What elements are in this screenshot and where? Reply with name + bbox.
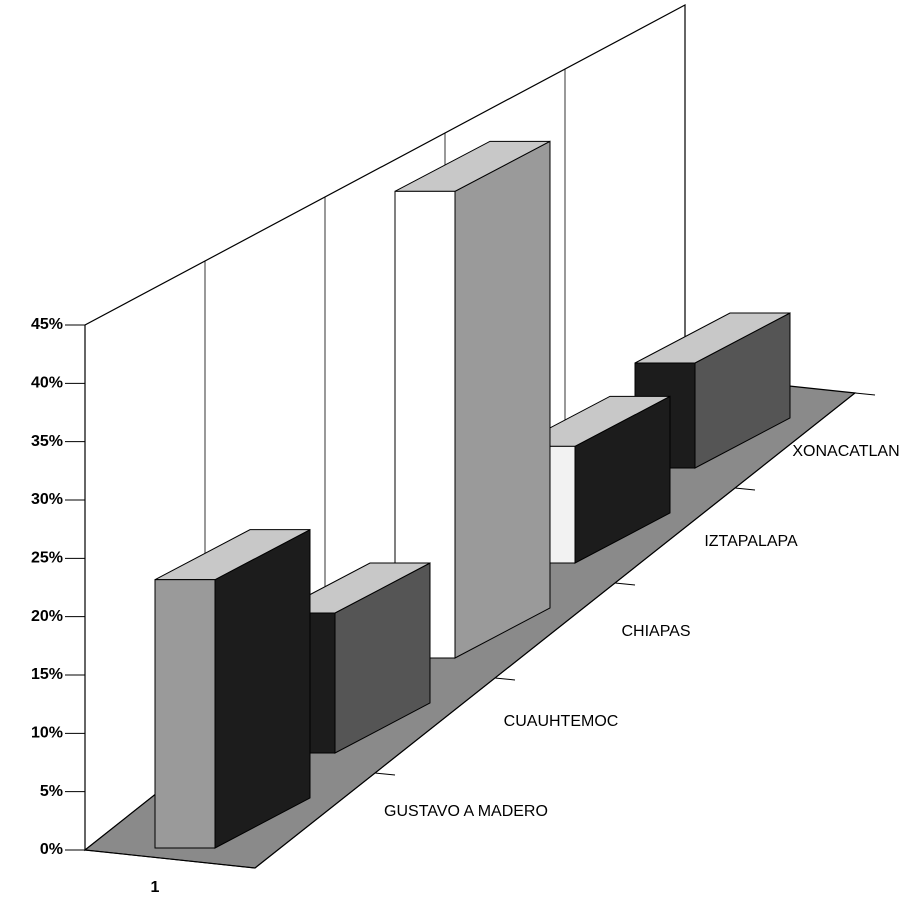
category-label: CHIAPAS	[621, 623, 690, 640]
x-tick-label: 1	[151, 879, 160, 896]
category-label: GUSTAVO A MADERO	[384, 803, 548, 820]
y-tick-label: 5%	[40, 783, 63, 800]
category-label: XONACATLAN	[792, 443, 899, 460]
y-tick-label: 35%	[31, 433, 63, 450]
y-tick-label: 10%	[31, 725, 63, 742]
y-tick-label: 15%	[31, 666, 63, 683]
y-tick-label: 0%	[40, 841, 63, 858]
depth-tick	[854, 392, 876, 396]
y-tick-label: 45%	[31, 316, 63, 333]
depth-tick	[494, 677, 516, 681]
bar-side	[454, 140, 551, 659]
y-tick-label: 40%	[31, 375, 63, 392]
depth-tick	[614, 582, 636, 586]
x-axis	[84, 849, 256, 869]
y-tick-label: 30%	[31, 491, 63, 508]
category-label: CUAUHTEMOC	[504, 713, 619, 730]
y-tick-label: 20%	[31, 608, 63, 625]
depth-axis	[254, 392, 856, 869]
bar-side	[214, 528, 311, 849]
category-label: IZTAPALAPA	[704, 533, 798, 550]
depth-tick	[374, 772, 396, 776]
y-tick-label: 25%	[31, 550, 63, 567]
bar	[154, 579, 216, 849]
depth-tick	[734, 487, 756, 491]
